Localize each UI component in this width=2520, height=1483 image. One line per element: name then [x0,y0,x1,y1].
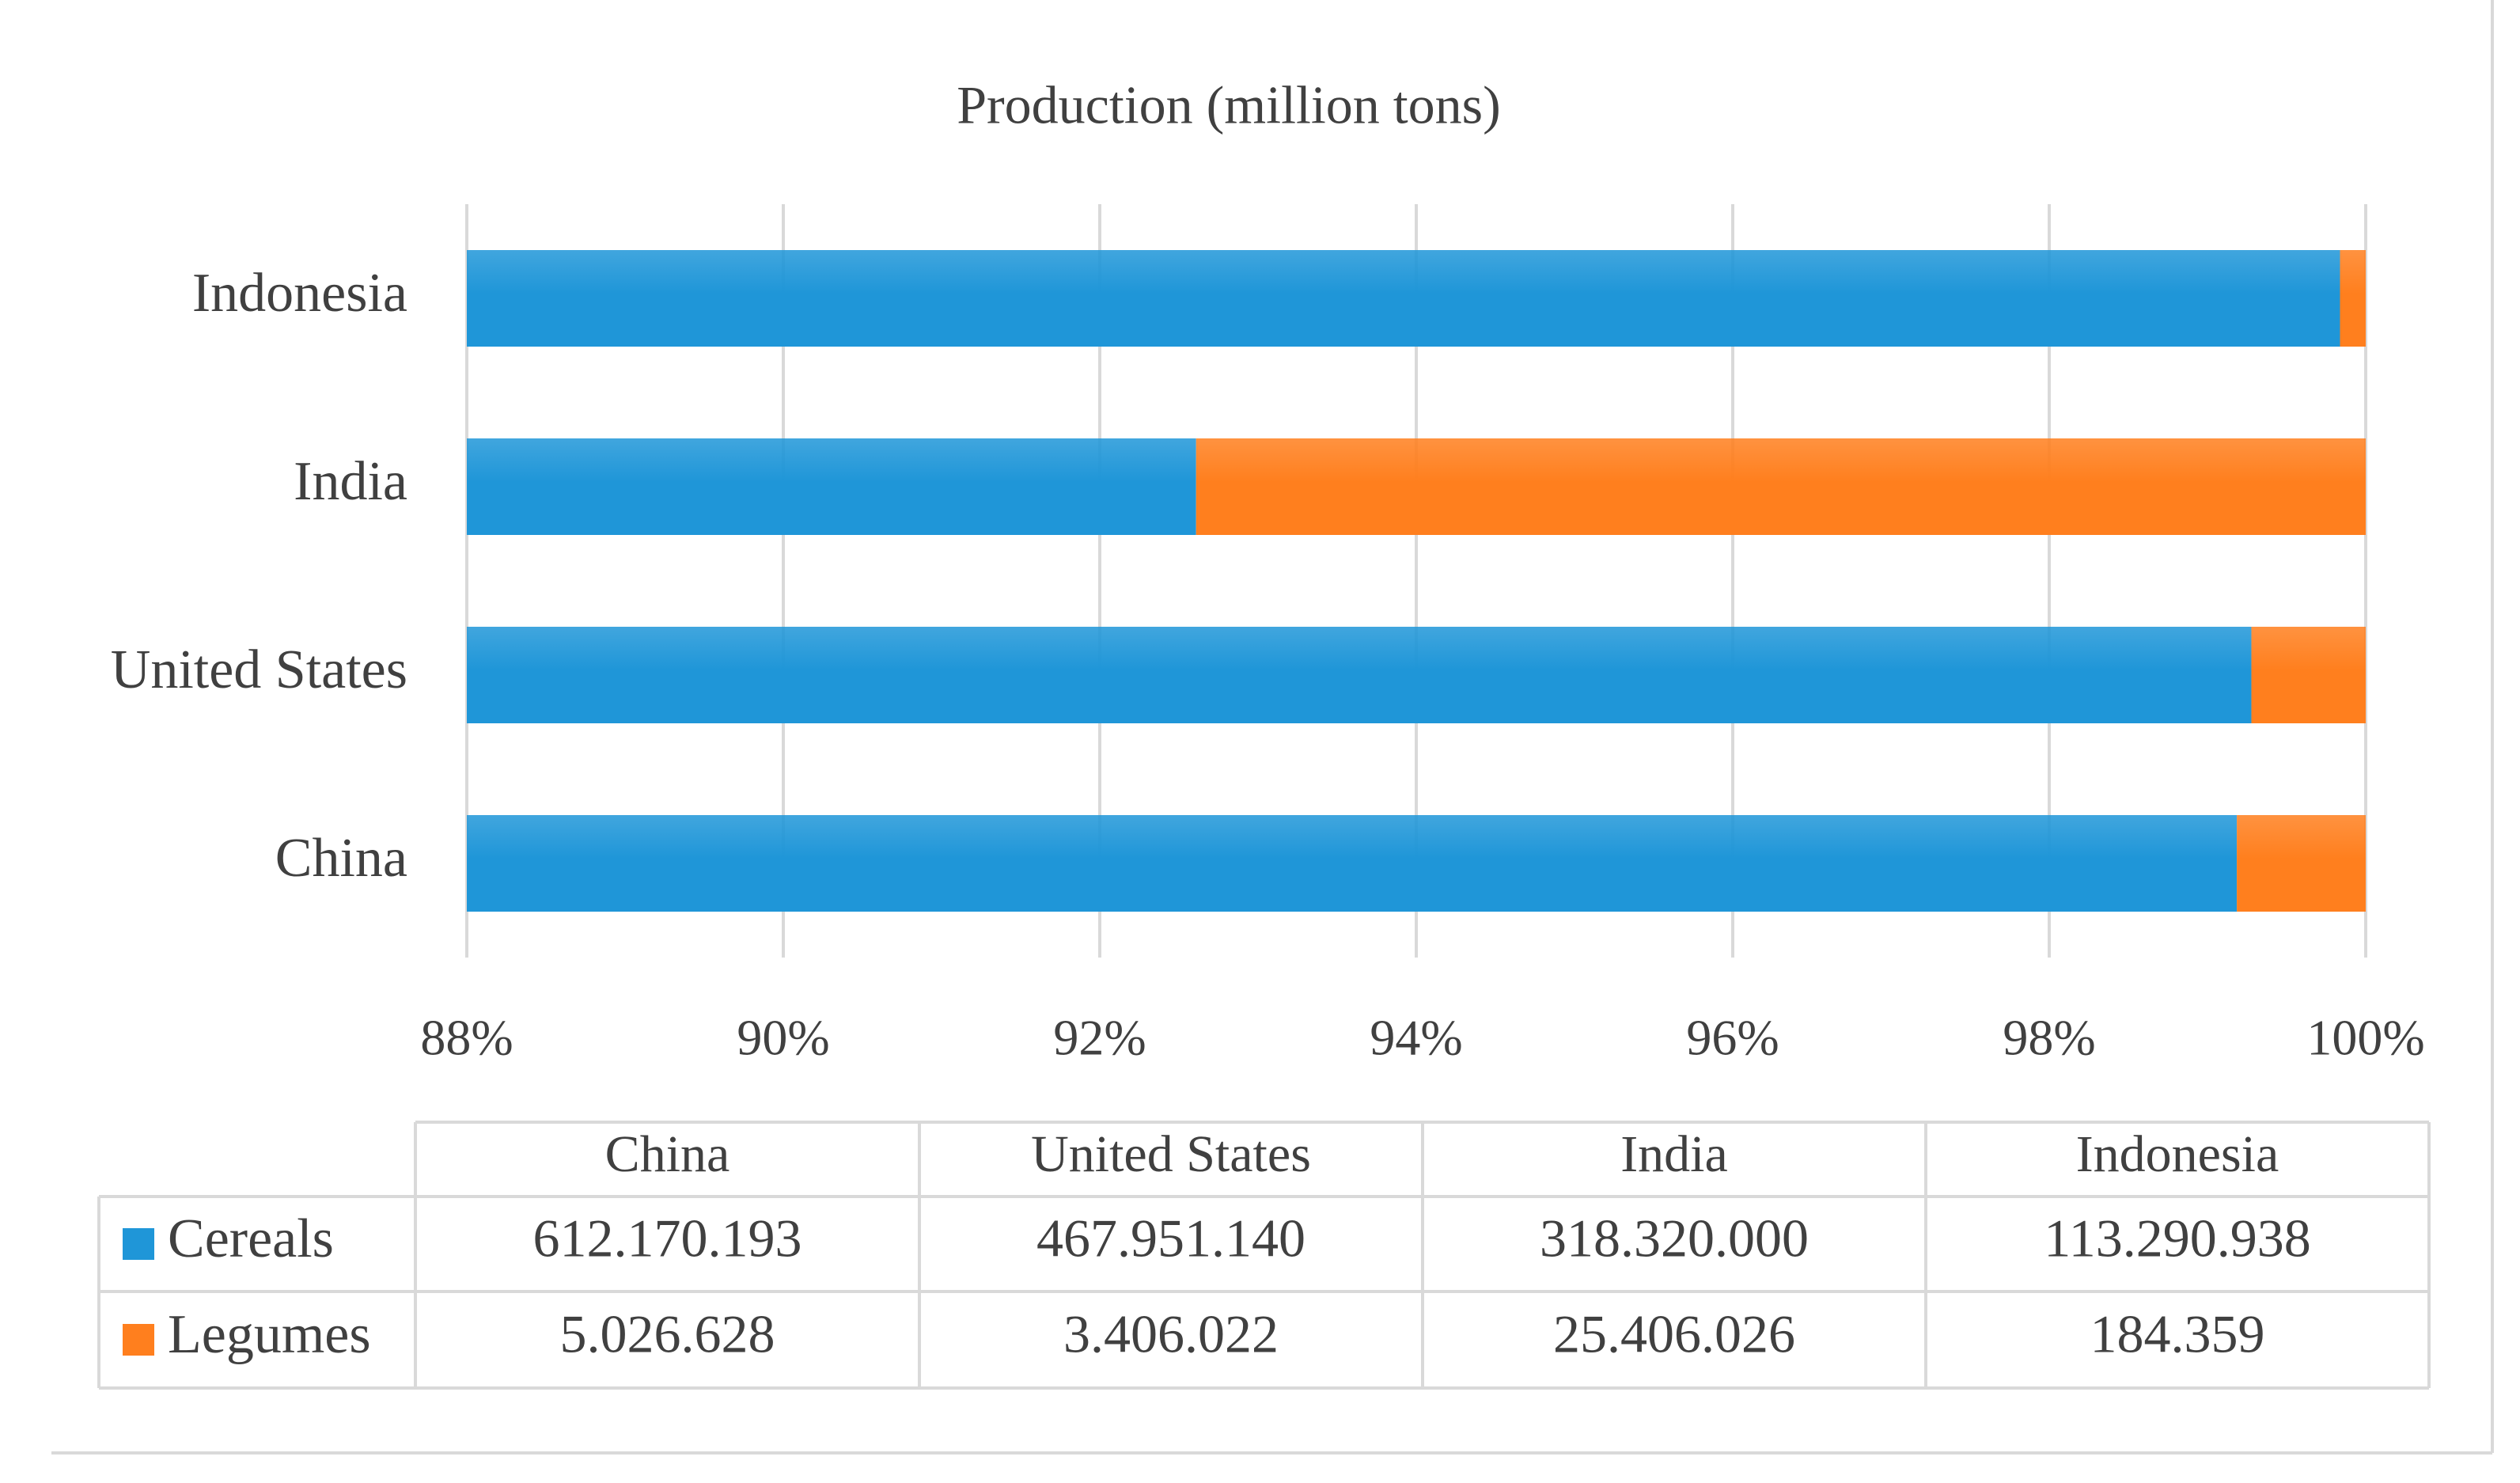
bar-legumes [2251,627,2366,723]
table-cell: 467.951.140 [1036,1208,1305,1269]
table-cell: 184.359 [2090,1304,2265,1364]
y-category-label: Indonesia [192,263,407,324]
table-cell: 5.026.628 [560,1304,775,1364]
table-header: Indonesia [2076,1125,2279,1183]
bar-cereals [467,250,2340,347]
legend-label: Cereals [168,1208,334,1269]
x-tick-label: 96% [1686,1010,1779,1066]
table-cell: 3.406.022 [1063,1304,1279,1364]
bar-cereals [467,627,2252,723]
table-cell: 113.290.938 [2044,1208,2310,1269]
bar-cereals [467,438,1196,535]
bar-legumes [2237,815,2366,912]
bar-cereals [467,815,2238,912]
table-header: India [1620,1125,1728,1183]
legend-label: Legumes [168,1304,371,1365]
x-tick-label: 90% [737,1010,829,1066]
x-tick-label: 88% [420,1010,513,1066]
legend-key-cereals [123,1228,154,1260]
y-category-label: India [294,451,407,512]
table-cell: 318.320.000 [1540,1208,1809,1269]
table-header: United States [1031,1125,1311,1183]
table-cell: 612.170.193 [533,1208,802,1269]
legend-key-legumes [123,1324,154,1356]
table-header: China [605,1125,730,1183]
x-tick-label: 98% [2003,1010,2095,1066]
x-tick-label: 92% [1053,1010,1146,1066]
x-tick-label: 94% [1370,1010,1462,1066]
y-category-label: China [275,828,407,889]
x-tick-label: 100% [2306,1010,2424,1066]
bar-legumes [1196,438,2366,535]
bar-legumes [2340,250,2366,347]
y-category-label: United States [111,639,407,700]
chart-title: Production (million tons) [957,75,1501,135]
table-cell: 25.406.026 [1553,1304,1795,1364]
